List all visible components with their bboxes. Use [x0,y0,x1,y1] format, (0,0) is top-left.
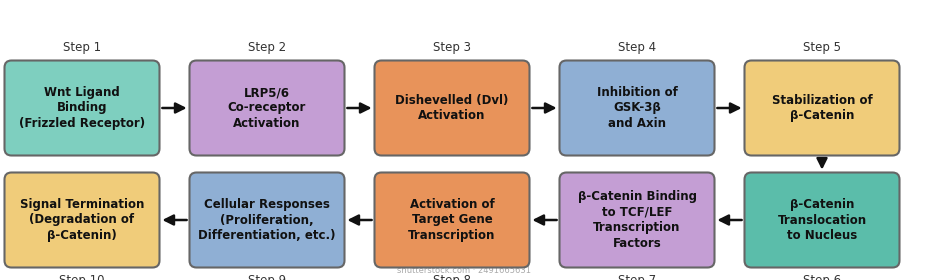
FancyBboxPatch shape [189,60,344,155]
FancyBboxPatch shape [374,60,529,155]
FancyBboxPatch shape [743,172,898,267]
Text: Stabilization of
β-Catenin: Stabilization of β-Catenin [771,94,871,122]
Text: Step 2: Step 2 [248,41,286,54]
Text: Step 7: Step 7 [617,274,655,280]
Text: Step 3: Step 3 [432,41,470,54]
Text: Wnt Ligand
Binding
(Frizzled Receptor): Wnt Ligand Binding (Frizzled Receptor) [19,86,145,130]
FancyBboxPatch shape [559,172,714,267]
Text: LRP5/6
Co-receptor
Activation: LRP5/6 Co-receptor Activation [227,86,306,130]
Text: Step 5: Step 5 [802,41,840,54]
FancyBboxPatch shape [743,60,898,155]
Text: Step 4: Step 4 [617,41,655,54]
FancyBboxPatch shape [559,60,714,155]
Text: β-Catenin Binding
to TCF/LEF
Transcription
Factors: β-Catenin Binding to TCF/LEF Transcripti… [577,190,696,250]
Text: Step 6: Step 6 [802,274,840,280]
Text: Inhibition of
GSK-3β
and Axin: Inhibition of GSK-3β and Axin [596,86,677,130]
Text: Step 10: Step 10 [59,274,105,280]
FancyBboxPatch shape [189,172,344,267]
Text: shutterstock.com · 2491665631: shutterstock.com · 2491665631 [397,266,531,275]
Text: Step 1: Step 1 [63,41,101,54]
Text: Activation of
Target Gene
Transcription: Activation of Target Gene Transcription [408,198,496,242]
Text: Cellular Responses
(Proliferation,
Differentiation, etc.): Cellular Responses (Proliferation, Diffe… [198,198,335,242]
Text: Step 8: Step 8 [432,274,470,280]
FancyBboxPatch shape [374,172,529,267]
FancyBboxPatch shape [5,172,160,267]
Text: Dishevelled (Dvl)
Activation: Dishevelled (Dvl) Activation [395,94,509,122]
Text: Step 9: Step 9 [248,274,286,280]
FancyBboxPatch shape [5,60,160,155]
Text: β-Catenin
Translocation
to Nucleus: β-Catenin Translocation to Nucleus [777,198,866,242]
Text: Signal Termination
(Degradation of
β-Catenin): Signal Termination (Degradation of β-Cat… [19,198,144,242]
